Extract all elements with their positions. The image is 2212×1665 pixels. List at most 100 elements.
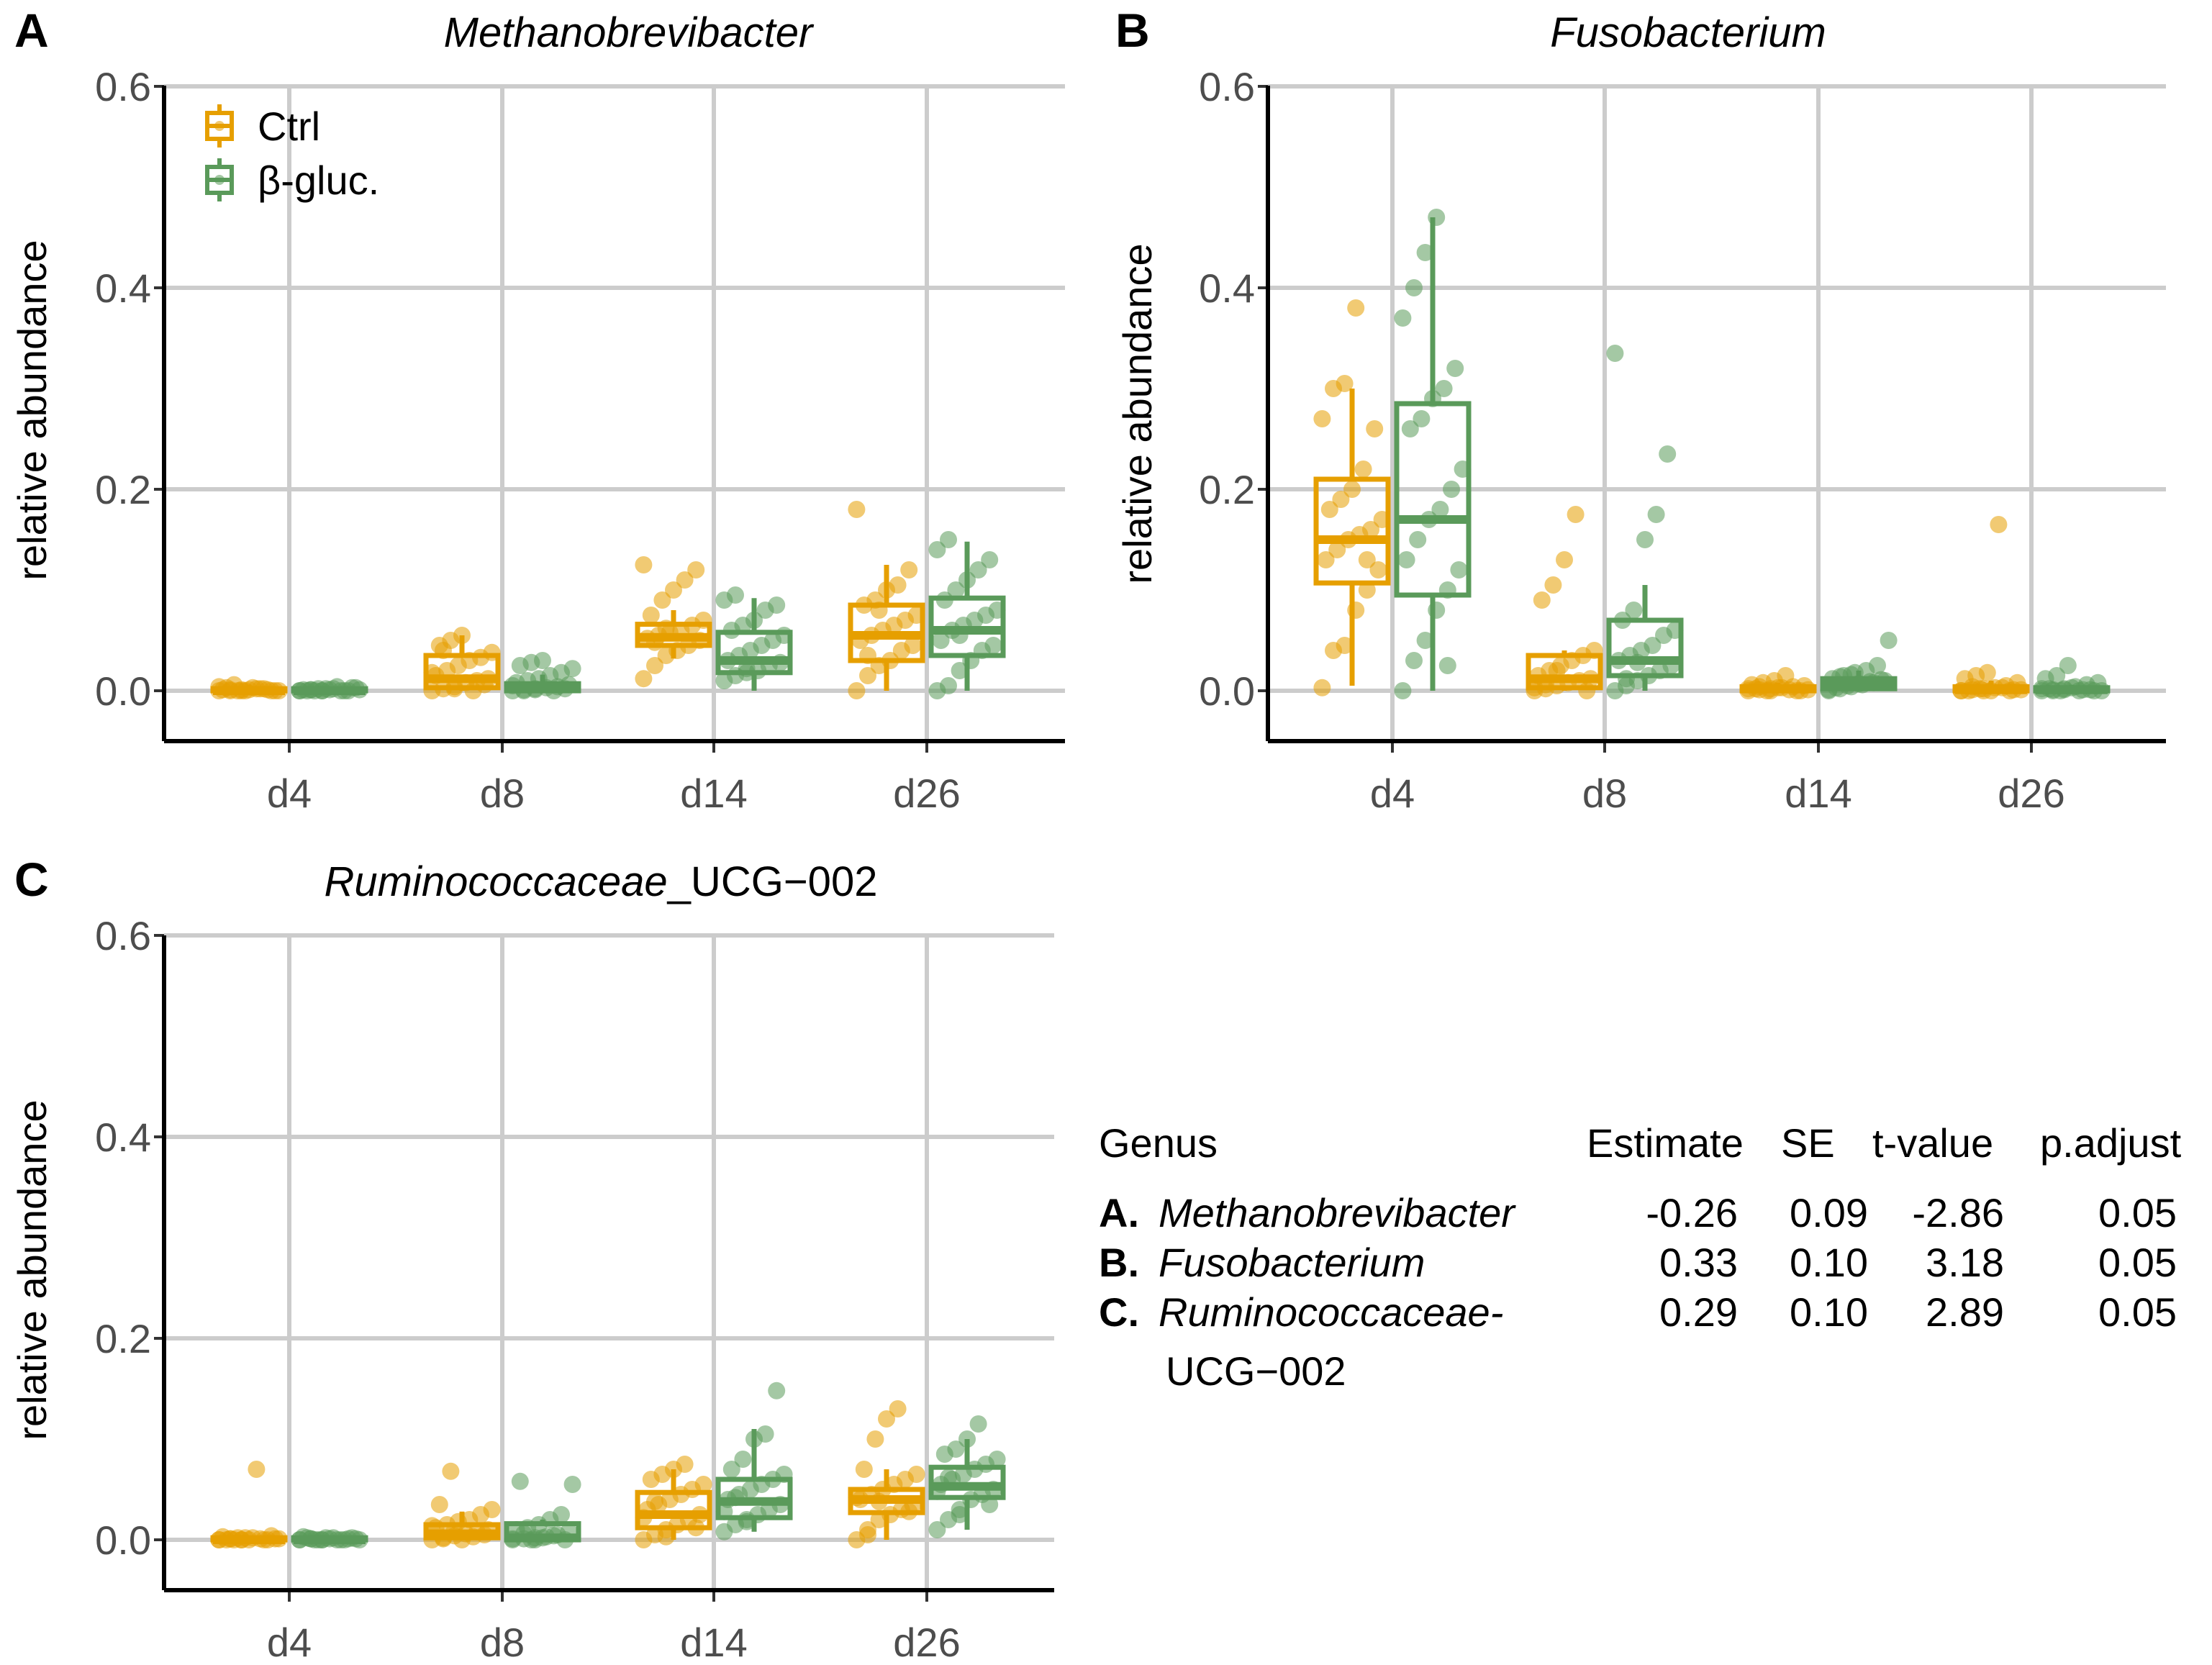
data-point bbox=[1869, 657, 1886, 674]
y-axis-label-a: relative abundance bbox=[9, 240, 55, 580]
panel-title-c-suffix: _UCG−002 bbox=[667, 858, 878, 905]
stats-table: Genus Estimate SE t-value p.adjust A. Me… bbox=[1099, 1120, 2182, 1394]
y-tick-label: 0.6 bbox=[95, 64, 151, 109]
table-row-p: 0.05 bbox=[2098, 1289, 2177, 1335]
data-point bbox=[722, 1461, 740, 1478]
data-point bbox=[635, 556, 653, 573]
data-point bbox=[1606, 345, 1624, 362]
data-point bbox=[1618, 670, 1635, 688]
table-row-p: 0.05 bbox=[2098, 1190, 2177, 1235]
data-point bbox=[442, 1462, 460, 1480]
x-tick-label: d26 bbox=[1998, 771, 2064, 816]
table-row-t: -2.86 bbox=[1912, 1190, 2004, 1235]
table-row-genus-line2: UCG−002 bbox=[1166, 1348, 1346, 1394]
data-point bbox=[1431, 501, 1449, 518]
x-tick-label: d26 bbox=[893, 1620, 960, 1665]
data-point bbox=[1450, 561, 1468, 579]
data-point bbox=[1446, 360, 1464, 377]
data-point bbox=[1313, 410, 1331, 427]
data-point bbox=[1320, 501, 1338, 518]
data-point bbox=[1438, 657, 1456, 674]
table-row-p: 0.05 bbox=[2098, 1240, 2177, 1285]
table-header-genus: Genus bbox=[1099, 1120, 1218, 1166]
y-tick-label: 0.2 bbox=[95, 467, 151, 512]
data-point bbox=[1401, 420, 1419, 437]
box bbox=[715, 630, 793, 676]
x-tick-label: d14 bbox=[1785, 771, 1851, 816]
data-point bbox=[657, 1528, 675, 1546]
table-row-se: 0.10 bbox=[1790, 1289, 1868, 1335]
table-row: A. Methanobrevibacter -0.26 0.09 -2.86 0… bbox=[1099, 1190, 2177, 1235]
table-row-letter: B. bbox=[1099, 1240, 1139, 1285]
data-point bbox=[563, 1476, 581, 1493]
panel-title-c: Ruminococcaceae_UCG−002 bbox=[325, 858, 878, 905]
data-point bbox=[635, 670, 653, 688]
data-point bbox=[1354, 461, 1372, 478]
data-point bbox=[2059, 657, 2077, 674]
table-row-t: 3.18 bbox=[1926, 1240, 2004, 1285]
y-tick-label: 0.0 bbox=[95, 668, 151, 714]
data-point bbox=[940, 1469, 957, 1487]
box bbox=[635, 1489, 712, 1530]
data-point bbox=[646, 1492, 663, 1510]
x-tick-label: d8 bbox=[480, 1620, 525, 1665]
y-tick-label: 0.2 bbox=[1199, 467, 1255, 512]
data-point bbox=[1556, 551, 1573, 568]
table-row-se: 0.09 bbox=[1790, 1190, 1868, 1235]
data-point bbox=[1332, 491, 1350, 508]
data-point bbox=[940, 531, 957, 548]
data-point bbox=[563, 660, 581, 678]
data-point bbox=[1659, 445, 1677, 463]
data-point bbox=[1336, 637, 1354, 654]
data-point bbox=[1328, 541, 1346, 558]
y-axis-label-b: relative abundance bbox=[1115, 243, 1160, 584]
data-point bbox=[553, 1506, 570, 1523]
table-row-estimate: 0.33 bbox=[1659, 1240, 1738, 1285]
data-point bbox=[928, 1521, 946, 1538]
data-point bbox=[2048, 667, 2066, 684]
data-point bbox=[1416, 244, 1434, 261]
data-point bbox=[859, 667, 876, 684]
data-point bbox=[646, 657, 663, 674]
y-tick-label: 0.0 bbox=[1199, 668, 1255, 714]
data-point bbox=[756, 1425, 774, 1443]
data-point bbox=[878, 1410, 895, 1428]
x-tick-label: d14 bbox=[680, 771, 747, 816]
data-point bbox=[1405, 652, 1423, 669]
panel-title-b: Fusobacterium bbox=[1550, 9, 1826, 56]
panel-a: A Methanobrevibacter 0.0 0.2 0.4 0.6 d4 d8 d14… bbox=[9, 4, 1065, 816]
data-point bbox=[1369, 561, 1387, 579]
x-tick-label: d26 bbox=[893, 771, 960, 816]
data-point bbox=[1443, 481, 1460, 498]
panel-c: C Ruminococcaceae_UCG−002 0.0 0.2 0.4 0.6 d4… bbox=[9, 853, 1054, 1665]
table-row-letter: A. bbox=[1099, 1190, 1139, 1235]
table-row-estimate: 0.29 bbox=[1659, 1289, 1738, 1335]
table-row-letter: C. bbox=[1099, 1289, 1139, 1335]
data-point bbox=[1362, 521, 1379, 538]
legend-key-point bbox=[214, 175, 225, 185]
data-point bbox=[1313, 679, 1331, 697]
y-axis-label-c: relative abundance bbox=[9, 1099, 55, 1440]
table-row: C. Ruminococcaceae- UCG−002 0.29 0.10 2.… bbox=[1099, 1289, 2177, 1394]
data-point bbox=[855, 1461, 873, 1478]
y-tick-label: 0.4 bbox=[1199, 266, 1255, 311]
table-row-genus: Methanobrevibacter bbox=[1159, 1190, 1516, 1235]
data-point bbox=[1644, 637, 1662, 654]
data-point bbox=[907, 1466, 925, 1483]
table-row-genus: Fusobacterium bbox=[1159, 1240, 1425, 1285]
table-row: B. Fusobacterium 0.33 0.10 3.18 0.05 bbox=[1099, 1240, 2177, 1285]
plot-area-a: 0.0 0.2 0.4 0.6 d4 d8 d14 d26 bbox=[95, 64, 1065, 816]
y-tick-label: 0.4 bbox=[95, 266, 151, 311]
data-point bbox=[1625, 602, 1643, 619]
y-tick-label: 0.6 bbox=[1199, 64, 1255, 109]
data-point bbox=[1405, 279, 1423, 296]
x-tick-label: d4 bbox=[267, 1620, 312, 1665]
plot-area-c: 0.0 0.2 0.4 0.6 d4 d8 d14 d26 bbox=[95, 913, 1054, 1665]
data-point bbox=[889, 576, 907, 594]
data-point bbox=[947, 581, 965, 599]
legend-key-point bbox=[214, 121, 225, 131]
table-row-se: 0.10 bbox=[1790, 1240, 1868, 1285]
data-point bbox=[904, 637, 922, 654]
legend: Ctrl β-gluc. bbox=[205, 104, 379, 203]
